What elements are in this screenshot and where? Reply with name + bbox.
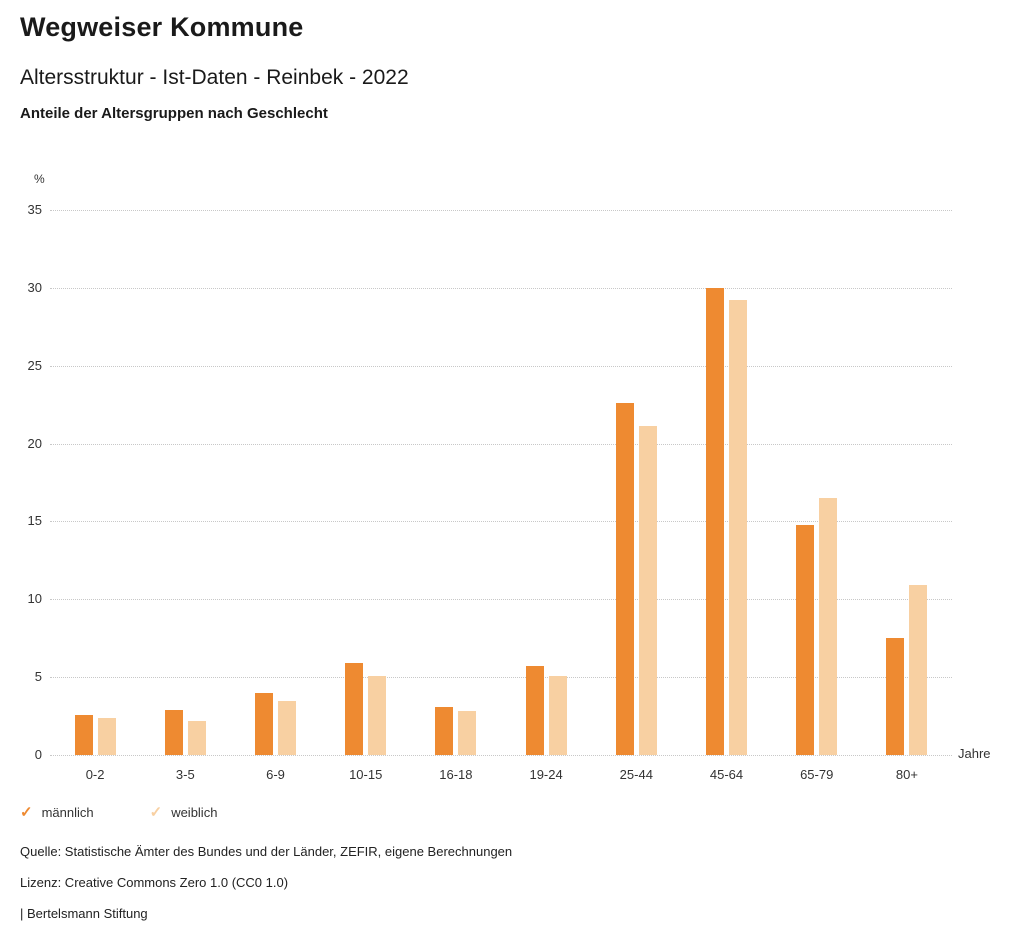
x-tick-label: 0-2 [85, 767, 105, 782]
gridline [50, 365, 952, 367]
bar-männlich-19-24[interactable] [525, 666, 544, 755]
gridline [50, 755, 952, 756]
bar-männlich-65-79[interactable] [796, 524, 815, 755]
bar-weiblich-25-44[interactable] [638, 426, 657, 755]
brand-note: | Bertelsmann Stiftung [20, 906, 148, 921]
x-tick-label: 19-24 [529, 767, 563, 782]
gridline [50, 599, 952, 601]
y-tick-label: 15 [27, 513, 42, 529]
check-icon: ✓ [20, 804, 33, 821]
gridline [50, 443, 952, 445]
bar-männlich-45-64[interactable] [706, 287, 724, 755]
bar-männlich-3-5[interactable] [164, 709, 183, 755]
gridline [50, 677, 952, 679]
y-tick-label: 25 [27, 357, 42, 373]
x-tick-label: 3-5 [175, 767, 195, 782]
gridline [50, 521, 952, 523]
y-tick-label: 35 [27, 202, 42, 217]
x-tick-label: 10-15 [349, 767, 383, 782]
y-tick-label: 10 [27, 591, 42, 607]
bar-männlich-10-15[interactable] [345, 663, 364, 755]
x-tick-label: 6-9 [266, 767, 285, 782]
x-tick-label: 16-18 [439, 767, 473, 782]
legend-item-männlich[interactable]: ✓ männlich [20, 803, 94, 821]
source-note: Quelle: Statistische Ämter des Bundes un… [20, 844, 513, 859]
bar-weiblich-45-64[interactable] [729, 300, 747, 755]
gridline [50, 287, 952, 289]
bar-weiblich-10-15[interactable] [368, 675, 387, 755]
bar-weiblich-80+[interactable] [909, 585, 928, 755]
bar-weiblich-6-9[interactable] [278, 700, 296, 755]
bar-weiblich-19-24[interactable] [548, 675, 567, 755]
bar-männlich-16-18[interactable] [435, 706, 454, 755]
bar-weiblich-65-79[interactable] [819, 498, 838, 755]
y-tick-label: 30 [27, 279, 42, 295]
x-tick-label: 80+ [895, 767, 918, 782]
x-tick-label: 45-64 [709, 767, 744, 782]
bar-männlich-25-44[interactable] [615, 403, 634, 755]
bar-männlich-0-2[interactable] [74, 714, 93, 755]
legend-label: weiblich [171, 804, 218, 820]
legend-label: männlich [41, 804, 94, 820]
legend: ✓ männlich ✓ weiblich [20, 803, 217, 821]
plot-area: 0 5 10 15 20 25 30 35 0-2 3-5 6-9 10-15 16-18 19-24 25… [28, 202, 952, 782]
gridline [50, 210, 952, 211]
license-note: Lizenz: Creative Commons Zero 1.0 (CC0 1… [20, 875, 289, 890]
x-axis-unit-label: Jahre [958, 746, 991, 761]
x-tick-label: 25-44 [619, 767, 653, 782]
bar-männlich-6-9[interactable] [255, 692, 273, 755]
bar-weiblich-16-18[interactable] [458, 711, 477, 755]
y-tick-label: 5 [34, 669, 42, 685]
chart-subtitle: Altersstruktur - Ist-Daten - Reinbek - 2… [20, 66, 409, 89]
x-tick-label: 65-79 [800, 767, 834, 782]
bar-weiblich-0-2[interactable] [97, 717, 116, 755]
check-icon: ✓ [149, 804, 163, 821]
y-tick-label: 0 [34, 747, 42, 762]
bar-männlich-80+[interactable] [886, 638, 905, 755]
legend-item-weiblich[interactable]: ✓ weiblich [150, 803, 218, 821]
bar-weiblich-3-5[interactable] [187, 720, 206, 755]
y-axis-unit-label: % [34, 172, 45, 186]
chart-caption: Anteile der Altersgruppen nach Geschlech… [20, 105, 328, 122]
y-tick-label: 20 [27, 435, 42, 451]
page-title: Wegweiser Kommune [20, 12, 304, 42]
